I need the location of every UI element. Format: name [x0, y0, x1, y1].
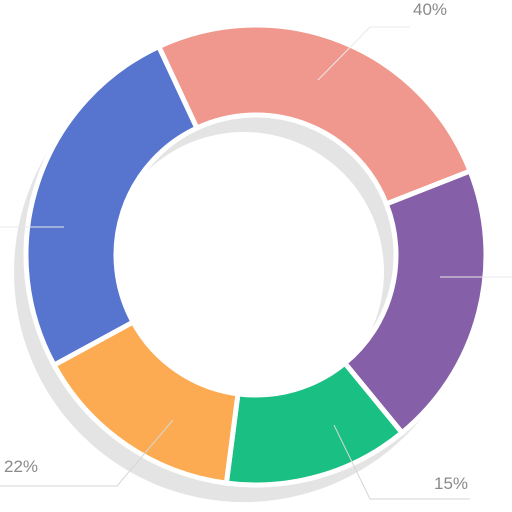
slice-label-s4: 22% [4, 457, 38, 476]
leader-line-s3 [333, 424, 470, 500]
donut-slice-s5 [23, 43, 201, 369]
leader-line-s4 [0, 419, 174, 487]
slice-label-s3: 15% [434, 474, 468, 493]
donut-slice-s2 [341, 167, 489, 437]
leader-line-s1 [317, 26, 410, 81]
slice-label-s1: 40% [413, 0, 447, 19]
donut-slice-s1 [155, 22, 474, 208]
